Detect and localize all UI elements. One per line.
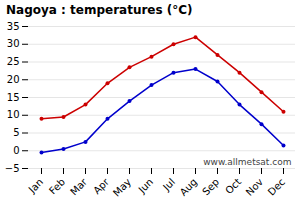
svg-text:May: May: [111, 176, 133, 198]
svg-text:Oct: Oct: [223, 176, 243, 196]
svg-text:10: 10: [7, 109, 20, 120]
svg-text:Jun: Jun: [136, 176, 156, 196]
svg-text:0: 0: [13, 145, 19, 156]
svg-text:www.allmetsat.com: www.allmetsat.com: [203, 157, 291, 167]
html-text:Nagoya : temperatures (°C): Nagoya : temperatures (°C): [6, 3, 193, 17]
svg-text:25: 25: [7, 56, 20, 67]
svg-text:Dec: Dec: [266, 176, 287, 197]
svg-text:Sep: Sep: [200, 176, 221, 197]
svg-text:Aug: Aug: [178, 176, 200, 198]
svg-text:Apr: Apr: [91, 176, 112, 197]
svg-text:Nov: Nov: [244, 176, 266, 198]
svg-text:Feb: Feb: [47, 176, 67, 196]
svg-text:5: 5: [13, 127, 19, 138]
svg-text:15: 15: [7, 92, 20, 103]
svg-text:30: 30: [7, 38, 20, 49]
svg-text:20: 20: [7, 74, 20, 85]
svg-text:Mar: Mar: [68, 176, 90, 198]
svg-text:−5: −5: [5, 163, 20, 174]
svg-text:35: 35: [7, 21, 20, 32]
svg-text:Jul: Jul: [160, 176, 177, 193]
svg-text:Jan: Jan: [26, 176, 45, 195]
